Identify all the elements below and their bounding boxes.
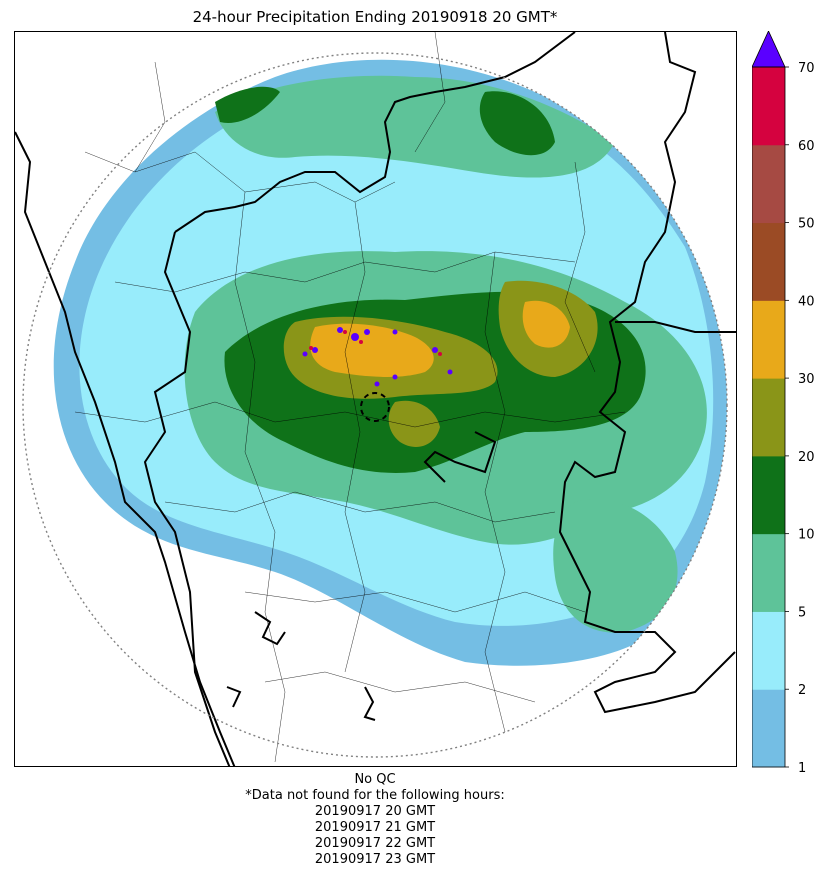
missing-hour: 20190917 23 GMT (314, 852, 436, 867)
footer-notes: No QC *Data not found for the following … (0, 772, 750, 868)
map-title: 24-hour Precipitation Ending 20190918 20… (192, 8, 558, 26)
precipitation-field (53, 59, 727, 666)
missing-hour: 20190917 22 GMT (314, 836, 436, 851)
precip-band-5-10-east (553, 499, 678, 633)
precip-band-30-40 (310, 323, 434, 377)
colorbar-band (752, 611, 785, 690)
colorbar-tick-label: 1 (798, 761, 806, 776)
precip-band-60-70 (309, 330, 442, 356)
colorbar-extend-triangle (752, 31, 786, 68)
colorbar-band (752, 689, 785, 768)
colorbar-ticks: 1 2 5 10 20 30 40 50 60 70 (785, 61, 815, 776)
district-borders (74, 32, 626, 763)
map-canvas (15, 32, 736, 766)
colorbar-tick-label: 70 (798, 61, 815, 76)
colorbar-tick-label: 40 (798, 294, 815, 309)
colorbar-tick-label: 10 (798, 528, 815, 543)
colorbar-tick-label: 2 (798, 683, 806, 698)
radar-site-marker (360, 392, 390, 422)
colorbar-tick-label: 30 (798, 372, 815, 387)
colorbar-band (752, 300, 785, 379)
colorbar-tick-label: 20 (798, 450, 815, 465)
colorbar-band (752, 378, 785, 457)
colorbar-band (752, 455, 785, 535)
missing-data-note: *Data not found for the following hours: (245, 788, 505, 803)
missing-hour: 20190917 20 GMT (314, 804, 436, 819)
precip-band-20-30-south (388, 400, 440, 447)
colorbar-outline (752, 66, 786, 768)
colorbar-band (752, 533, 785, 612)
colorbar-tick-label: 5 (798, 605, 806, 620)
colorbar-band (752, 144, 785, 224)
precipitation-map (14, 31, 737, 767)
precip-band-10-20-north (479, 91, 555, 156)
missing-hour: 20190917 21 GMT (314, 820, 436, 835)
colorbar-tick-label: 60 (798, 139, 815, 154)
water-bodies (226, 611, 376, 721)
precip-band-extreme (302, 327, 453, 387)
qc-label: No QC (354, 772, 396, 787)
colorbar: 1 2 5 10 20 30 40 50 60 70 (752, 31, 815, 776)
state-borders (15, 32, 736, 766)
colorbar-bands (752, 67, 785, 768)
colorbar-tick-label: 50 (798, 217, 815, 232)
precip-band-30-40-east (522, 300, 570, 348)
radar-range-ring (22, 52, 728, 758)
precip-band-10-20-nw (215, 86, 280, 123)
colorbar-band (752, 67, 785, 146)
colorbar-band (752, 222, 785, 301)
